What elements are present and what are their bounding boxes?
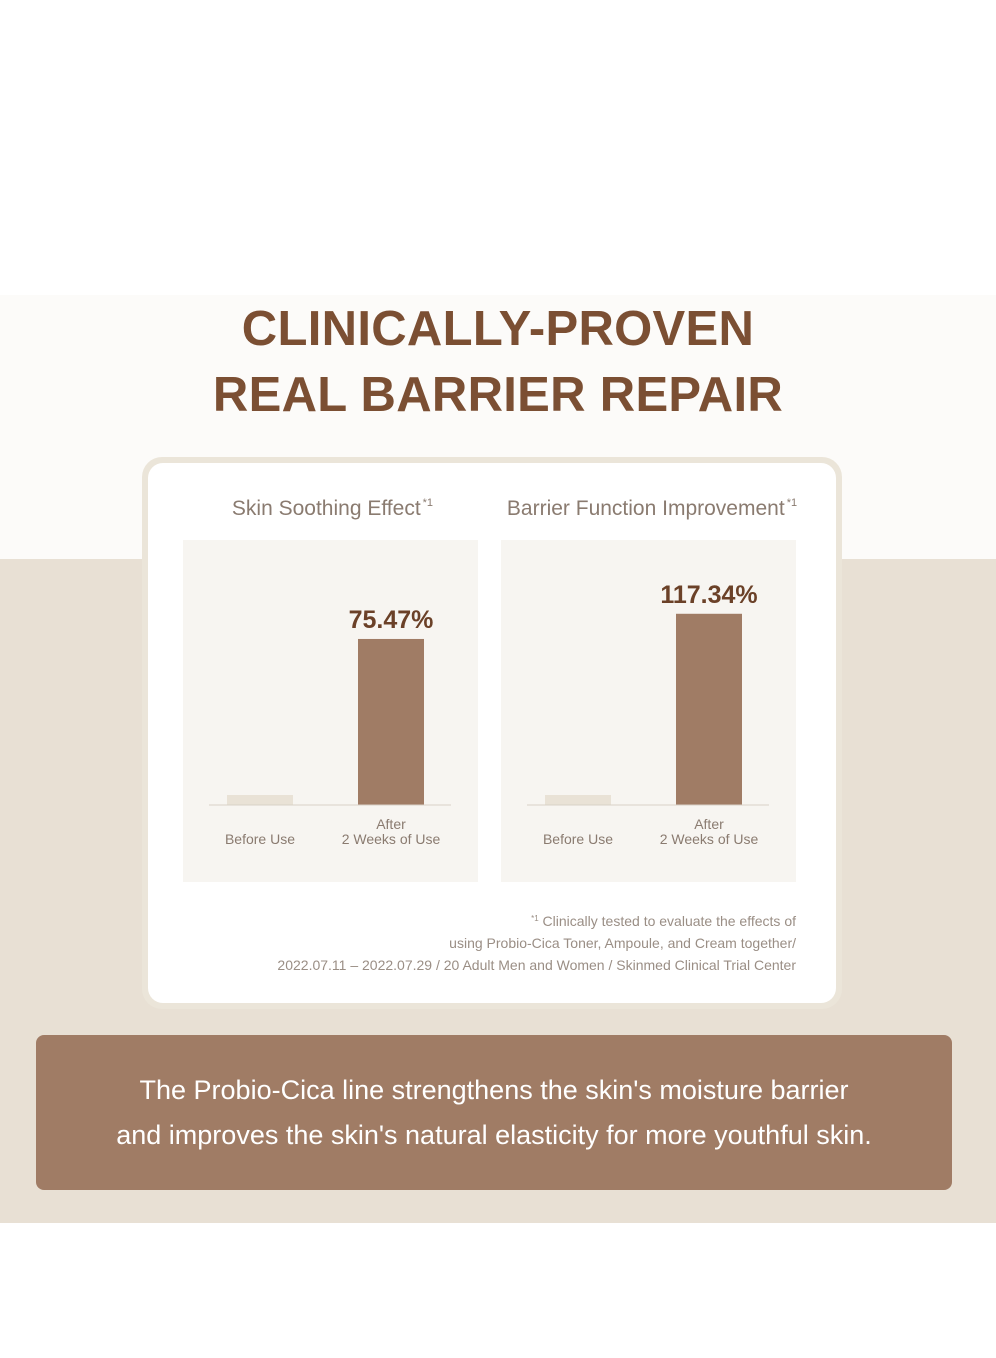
footnote-line-1-text: Clinically tested to evaluate the effect… — [542, 913, 796, 929]
footnote-line-2: using Probio-Cica Toner, Ampoule, and Cr… — [449, 935, 796, 951]
chart-1-category-label-1: Before Use — [225, 831, 295, 847]
chart-2-category-label-2-line-1: After — [694, 816, 724, 832]
chart-1-bar-1 — [227, 795, 293, 805]
chart-2-category-label-2-line-2: 2 Weeks of Use — [660, 831, 759, 847]
chart-1-bar-2 — [358, 638, 424, 805]
footnote-mark: *1 — [531, 914, 539, 923]
clinical-footnote: *1 Clinically tested to evaluate the eff… — [156, 908, 796, 976]
banner-line-2: and improves the skin's natural elastici… — [116, 1119, 872, 1150]
chart-1-category-label-2-line-2: 2 Weeks of Use — [342, 831, 441, 847]
chart-1-category-label-2-line-1: After — [376, 816, 406, 832]
banner-line-1: The Probio-Cica line strengthens the ski… — [139, 1074, 849, 1105]
chart-2-title-text: Barrier Function Improvement — [506, 497, 785, 520]
title-line-1: CLINICALLY-PROVEN — [241, 302, 755, 356]
chart-1-title-text: Skin Soothing Effect — [231, 497, 421, 520]
chart-1-panel: Before Use 75.47% After 2 Weeks of Use — [183, 540, 478, 882]
claim-banner: The Probio-Cica line strengthens the ski… — [36, 1035, 952, 1190]
chart-2-value-label-2: 117.34% — [660, 581, 757, 609]
chart-2-title: Barrier Function Improvement *1 — [478, 488, 826, 520]
footnote-line-3: 2022.07.11 – 2022.07.29 / 20 Adult Men a… — [277, 957, 796, 973]
footnote-line-1: *1 Clinically tested to evaluate the eff… — [156, 908, 796, 932]
chart-2-panel: Before Use 117.34% After 2 Weeks of Use — [501, 540, 796, 882]
chart-2-category-label-1: Before Use — [543, 831, 613, 847]
chart-2-bar-1 — [545, 795, 611, 805]
title-line-2: REAL BARRIER REPAIR — [212, 368, 784, 422]
chart-1-title: Skin Soothing Effect *1 — [200, 488, 465, 520]
chart-2-title-mark: *1 — [786, 497, 798, 509]
page-title: CLINICALLY-PROVEN REAL BARRIER REPAIR — [0, 296, 996, 428]
chart-1-value-label-2: 75.47% — [349, 606, 434, 634]
chart-2-bar-2 — [676, 613, 742, 805]
chart-1-title-mark: *1 — [422, 497, 434, 509]
